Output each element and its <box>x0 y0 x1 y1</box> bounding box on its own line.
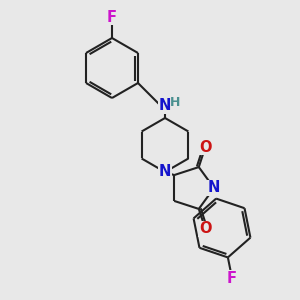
Text: N: N <box>208 181 220 196</box>
Text: N: N <box>159 164 171 179</box>
Text: F: F <box>107 10 117 25</box>
Text: H: H <box>170 97 180 110</box>
Text: F: F <box>227 271 237 286</box>
Text: N: N <box>159 98 171 113</box>
Text: O: O <box>199 140 211 154</box>
Text: O: O <box>199 221 211 236</box>
